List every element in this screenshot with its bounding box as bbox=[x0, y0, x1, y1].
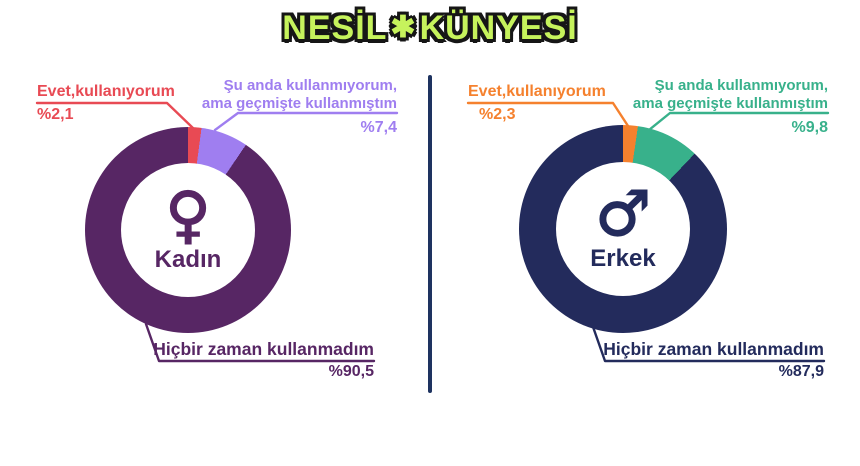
kadin-label-past: Şu anda kullanmıyorum, ama geçmişte kull… bbox=[202, 77, 397, 113]
erkek-value-never: %87,9 bbox=[778, 363, 824, 380]
kadin-label-yes: Evet,kullanıyorum bbox=[37, 83, 175, 100]
donut-chart-erkek: ♂ Erkek bbox=[519, 125, 727, 333]
kadin-value-past: %7,4 bbox=[360, 119, 397, 136]
kadin-label-never: Hiçbir zaman kullanmadım bbox=[153, 339, 374, 359]
donut-center-erkek: ♂ Erkek bbox=[556, 162, 690, 296]
donut-center-kadin: ♀ Kadın bbox=[121, 163, 255, 297]
male-symbol-icon: ♂ bbox=[594, 176, 651, 250]
kadin-value-yes: %2,1 bbox=[37, 106, 74, 123]
title-word-right: KÜNYESİ bbox=[419, 9, 578, 47]
flower-asterisk-icon: ✱ bbox=[390, 11, 417, 44]
title-word-left: NESİL bbox=[282, 9, 388, 47]
erkek-label-past-line1: Şu anda kullanmıyorum, bbox=[654, 77, 828, 94]
erkek-value-yes: %2,3 bbox=[479, 106, 516, 123]
erkek-value-past: %9,8 bbox=[791, 119, 828, 136]
page-title: NESİL ✱KÜNYESİ bbox=[0, 9, 860, 47]
center-label-erkek: Erkek bbox=[590, 245, 656, 273]
donut-chart-kadin: ♀ Kadın bbox=[85, 127, 291, 333]
kadin-label-past-line2: ama geçmişte kullanmıştım bbox=[201, 95, 397, 112]
center-label-kadin: Kadın bbox=[154, 246, 222, 274]
erkek-label-past-line2: ama geçmişte kullanmıştım bbox=[632, 95, 828, 112]
kadin-value-never: %90,5 bbox=[328, 363, 374, 380]
erkek-label-never: Hiçbir zaman kullanmadım bbox=[603, 339, 824, 359]
female-symbol-icon: ♀ bbox=[165, 177, 212, 251]
erkek-label-yes: Evet,kullanıyorum bbox=[468, 83, 606, 100]
kadin-label-past-line1: Şu anda kullanmıyorum, bbox=[223, 77, 397, 94]
erkek-label-past: Şu anda kullanmıyorum, ama geçmişte kull… bbox=[633, 77, 828, 113]
divider-line bbox=[428, 75, 432, 393]
